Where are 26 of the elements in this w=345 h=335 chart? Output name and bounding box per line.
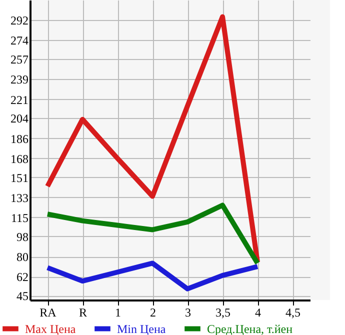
x-tick-label: R — [78, 306, 88, 320]
y-tick-label: 204 — [10, 112, 28, 126]
y-tick-label: 45 — [16, 289, 28, 304]
x-tick-label: 2 — [150, 306, 156, 320]
y-tick-label: 186 — [10, 132, 28, 146]
legend-label: Min Цена — [117, 322, 166, 335]
y-tick-label: 292 — [10, 14, 28, 28]
y-tick-label: 133 — [10, 190, 28, 205]
y-tick-label: 115 — [10, 210, 28, 225]
x-tick-label: RA — [40, 306, 57, 320]
y-tick-label: 62 — [16, 270, 28, 284]
y-tick-label: 80 — [16, 250, 28, 264]
x-tick-label: 4,5 — [286, 306, 300, 320]
x-tick-label: 1 — [115, 306, 121, 320]
x-tick-label: 3,5 — [216, 306, 230, 320]
y-tick-label: 274 — [10, 34, 28, 48]
x-tick-label: 4 — [255, 306, 261, 320]
y-tick-label: 98 — [16, 230, 28, 244]
y-tick-label: 168 — [10, 152, 28, 166]
x-tick-label: 3 — [185, 306, 191, 320]
y-tick-label: 221 — [10, 92, 28, 107]
y-tick-label: 257 — [10, 52, 28, 67]
y-tick-label: 239 — [10, 72, 28, 87]
legend-label: Max Цена — [25, 322, 76, 335]
legend-label: Сред.Цена, т.йен — [207, 322, 294, 335]
y-tick-label: 151 — [10, 170, 28, 185]
